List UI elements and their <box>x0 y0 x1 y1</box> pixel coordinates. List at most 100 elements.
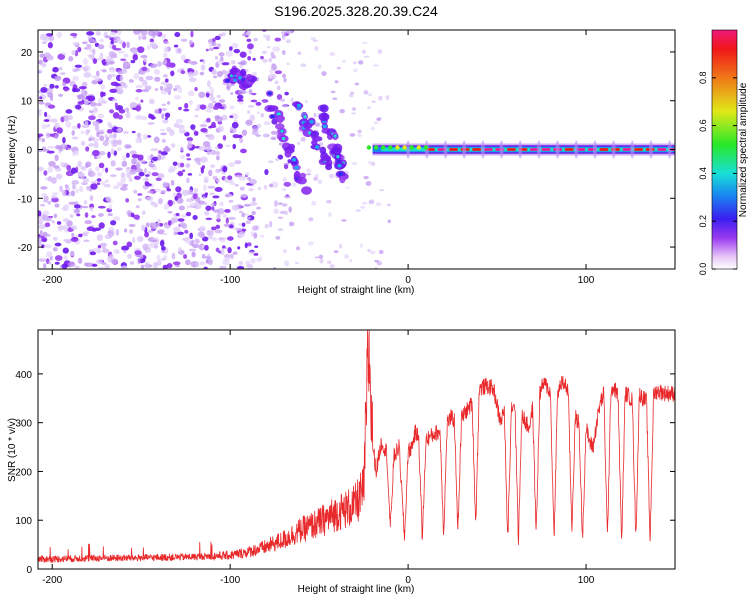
spectrogram-noise-blob <box>73 204 81 209</box>
spectrogram-noise-blob <box>47 145 56 149</box>
spectrogram-noise-blob <box>38 59 43 65</box>
spectrogram-noise-blob <box>146 190 154 194</box>
spectrogram-noise-blob <box>159 128 166 132</box>
spectrogram-track-blob <box>239 68 247 77</box>
spectrogram-noise-blob <box>159 240 165 247</box>
spectrogram-noise-blob <box>182 169 186 172</box>
spectrogram-noise-blob <box>239 137 244 144</box>
spectrogram-noise-blob <box>89 206 94 212</box>
spectrogram-noise-blob <box>153 30 160 36</box>
spectrogram-noise-blob <box>192 243 200 249</box>
spectrogram-noise-blob <box>138 171 145 177</box>
spectrogram-noise-blob <box>123 53 129 58</box>
colorbar-label: Normalized spectral amplitude <box>738 82 749 217</box>
spectrogram-noise-blob <box>203 178 209 184</box>
spectrogram-noise-blob <box>133 30 141 35</box>
spectrogram-noise-blob <box>321 71 327 76</box>
spectrogram-noise-blob <box>178 205 185 211</box>
spectrogram-noise-blob <box>334 80 339 84</box>
spectrogram-noise-blob <box>213 46 220 50</box>
spectrogram-noise-blob <box>311 200 317 206</box>
spectrogram-noise-blob <box>92 58 98 64</box>
spectrogram-noise-blob <box>142 243 149 251</box>
spectrogram-noise-blob <box>107 151 111 159</box>
spectrogram-noise-blob <box>216 43 221 48</box>
spectrogram-noise-blob <box>97 213 104 217</box>
spectrogram-noise-blob <box>153 202 158 208</box>
snr-y-tick-label: 400 <box>15 370 32 381</box>
spectrogram-noise-blob <box>102 140 109 147</box>
spectrogram-noise-blob <box>62 136 66 144</box>
spectrogram-noise-blob <box>173 229 182 233</box>
spectrogram-noise-blob <box>199 104 207 110</box>
spectrogram-noise-blob <box>54 134 59 139</box>
spectrogram-noise-blob <box>116 128 123 133</box>
spectrogram-noise-blob <box>376 117 382 121</box>
spectrogram-noise-blob <box>69 250 75 257</box>
spectrogram-noise-blob <box>290 97 294 103</box>
spectrogram-noise-blob <box>238 101 245 105</box>
spectrogram-noise-blob <box>117 147 122 151</box>
spectrogram-noise-blob <box>45 33 53 37</box>
spectrogram-noise-blob <box>141 210 146 215</box>
spectrogram-noise-blob <box>54 261 60 265</box>
spectrogram-noise-blob <box>135 105 141 112</box>
spectrogram-noise-blob <box>359 243 363 248</box>
spectrogram-noise-blob <box>135 163 141 169</box>
spectrogram-noise-blob <box>209 192 216 196</box>
spectrogram-noise-blob <box>71 130 75 136</box>
spectrogram-noise-blob <box>39 96 43 100</box>
spectrogram-noise-blob <box>249 114 255 122</box>
spectrogram-noise-blob <box>192 193 198 200</box>
spectrogram-noise-blob <box>96 178 102 182</box>
spectrogram-noise-blob <box>244 213 249 216</box>
spectrogram-noise-blob <box>54 154 59 162</box>
spectrogram-y-tick-label: -10 <box>18 194 33 205</box>
spectrogram-noise-blob <box>133 189 138 194</box>
spectrogram-y-tick-label: -20 <box>18 243 33 254</box>
spectrogram-noise-blob <box>363 175 369 180</box>
spectrogram-noise-blob <box>212 237 218 242</box>
spectrogram-tone-peak <box>506 148 516 151</box>
spectrogram-noise-blob <box>214 187 223 193</box>
spectrogram-noise-blob <box>211 226 217 231</box>
spectrogram-tone-flare <box>406 140 411 159</box>
spectrogram-noise-blob <box>246 38 252 43</box>
spectrogram-noise-blob <box>38 110 42 117</box>
spectrogram-noise-blob <box>163 58 168 65</box>
spectrogram-noise-blob <box>119 74 124 82</box>
spectrogram-noise-blob <box>218 99 226 103</box>
spectrogram-noise-blob <box>186 137 194 142</box>
spectrogram-noise-blob <box>263 184 268 190</box>
spectrogram-noise-blob <box>97 44 105 50</box>
spectrogram-noise-blob <box>231 204 240 211</box>
spectrogram-noise-blob <box>261 50 268 55</box>
spectrogram-noise-blob <box>358 60 364 65</box>
spectrogram-noise-blob <box>102 244 107 252</box>
spectrogram-noise-blob <box>174 32 181 38</box>
spectrogram-noise-blob <box>103 183 111 188</box>
spectrogram-noise-blob <box>247 104 255 108</box>
spectrogram-noise-blob <box>83 239 90 242</box>
spectrogram-noise-blob <box>123 63 129 68</box>
spectrogram-noise-blob <box>373 64 379 67</box>
spectrogram-noise-blob <box>126 41 130 49</box>
spectrogram-noise-blob <box>223 223 231 227</box>
spectrogram-noise-blob <box>239 51 247 58</box>
spectrogram-noise-blob <box>65 109 73 114</box>
spectrogram-noise-blob <box>268 160 274 164</box>
spectrogram-noise-blob <box>245 119 253 126</box>
spectrogram-noise-blob <box>185 163 191 168</box>
spectrogram-noise-blob <box>77 123 81 129</box>
spectrogram-noise-blob <box>190 124 196 130</box>
spectrogram-noise-blob <box>106 74 112 81</box>
spectrogram-noise-blob <box>142 178 149 182</box>
spectrogram-noise-blob <box>227 162 236 167</box>
spectrogram-noise-blob <box>326 260 332 265</box>
spectrogram-noise-blob <box>194 238 200 244</box>
spectrogram-track-peak <box>336 155 340 159</box>
spectrogram-noise-blob <box>225 50 233 57</box>
spectrogram-noise-blob <box>123 228 128 233</box>
spectrogram-noise-blob <box>40 63 47 67</box>
